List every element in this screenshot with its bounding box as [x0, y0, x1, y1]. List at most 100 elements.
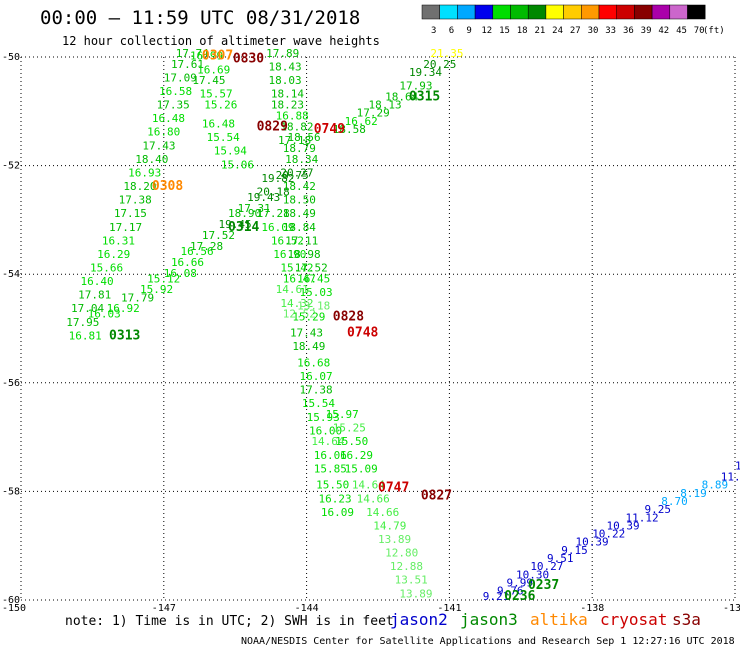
swh-value: 17.04 [71, 302, 104, 315]
legend-level-label: 39 [641, 26, 652, 36]
swh-value: 14.61 [276, 283, 309, 296]
swh-value: 16.90 [273, 248, 306, 261]
swh-value: 16.23 [319, 492, 352, 505]
swh-value: 17.38 [119, 194, 152, 207]
legend-level-label: 21 [534, 26, 545, 36]
swh-value: 18.56 [288, 131, 321, 144]
time-label: 0307 [202, 49, 233, 64]
legend-swatch [687, 4, 706, 20]
swh-value: 17.89 [266, 47, 299, 60]
swh-value: 16.47 [283, 272, 316, 285]
swh-value: 16.69 [197, 63, 230, 76]
swh-value: 17.31 [238, 202, 271, 215]
legend-level-label: 27 [570, 26, 581, 36]
swh-value: 11 [735, 460, 740, 473]
swh-value: 18.79 [283, 142, 316, 155]
swh-value: 15.97 [326, 408, 359, 421]
swh-value: 17.28 [257, 207, 290, 220]
swh-value: 16.56 [180, 245, 213, 258]
swh-value: 18.43 [269, 61, 302, 74]
swh-value: 17.38 [299, 384, 332, 397]
swh-value: 15.42 [280, 261, 313, 274]
time-label: 0315 [409, 89, 440, 104]
swh-value: 14.66 [357, 492, 390, 505]
swh-value: 15.94 [214, 145, 247, 158]
swh-value: 16.92 [107, 302, 140, 315]
time-label: 0313 [109, 328, 140, 343]
color-legend: 3 6 9 12 15 18 21 24 27 30 33 36 39 42 45 70(ft) [421, 4, 725, 36]
legend-swatch [457, 4, 476, 20]
swh-value: 16.48 [202, 118, 235, 131]
swh-value: 16.08 [164, 267, 197, 280]
legend-unit: (ft) [703, 26, 725, 36]
swh-value: 16.93 [128, 166, 161, 179]
grid [20, 56, 736, 601]
swh-value: 16.09 [261, 221, 294, 234]
swh-value: 9.25 [645, 503, 672, 516]
swh-value: 8.19 [680, 487, 707, 500]
swh-value: 16.03 [88, 308, 121, 321]
satellite-name: cryosat [600, 610, 667, 629]
legend-swatch [563, 4, 582, 20]
swh-value: 13.51 [395, 574, 428, 587]
y-tick-label: -52 [2, 161, 20, 172]
satellite-name: altika [530, 610, 588, 629]
swh-value: 18.34 [285, 153, 318, 166]
swh-value: 11.12 [626, 511, 659, 524]
swh-value: 15.29 [292, 310, 325, 323]
swh-value: 17.15 [114, 207, 147, 220]
swh-value: 10.22 [592, 528, 625, 541]
legend-level-label: 24 [552, 26, 563, 36]
swh-value: 13.18 [297, 299, 330, 312]
legend-swatch [510, 4, 529, 20]
x-tick-label: -138 [580, 603, 604, 614]
legend-swatch [545, 4, 564, 20]
time-label: 0829 [257, 119, 288, 134]
swh-value: 10.30 [516, 568, 549, 581]
swh-value: 17.28 [190, 240, 223, 253]
legend-swatch [474, 4, 494, 20]
swh-value: 21.35 [430, 47, 463, 60]
legend-level-label: 15 [499, 26, 510, 36]
time-label: 0828 [333, 309, 364, 324]
swh-value: 16.48 [152, 112, 185, 125]
swh-value: 15.85 [314, 462, 347, 475]
time-label: 0830 [233, 51, 264, 66]
legend-level-label: 45 [676, 26, 687, 36]
swh-value: 18.98 [288, 248, 321, 261]
legend-level-label: 33 [605, 26, 616, 36]
swh-value: 20.18 [257, 185, 290, 198]
legend-swatch [634, 4, 653, 20]
time-label: 0827 [421, 489, 452, 504]
time-label: 0314 [228, 220, 259, 235]
swh-value: 16.99 [190, 50, 223, 63]
swh-value: 9.99 [507, 576, 534, 589]
swh-value: 16.66 [171, 256, 204, 269]
swh-value: 10.39 [576, 536, 609, 549]
swh-value: 18.50 [283, 194, 316, 207]
legend-level-label: 18 [517, 26, 528, 36]
swh-value: 16.00 [309, 424, 342, 437]
legend-swatch [421, 4, 440, 20]
satellite-name: s3a [672, 610, 701, 629]
swh-value: 17.18 [278, 134, 311, 147]
swh-value: 18.64 [385, 90, 418, 103]
swh-value: 17.43 [290, 327, 323, 340]
swh-value: 16.07 [299, 370, 332, 383]
swh-value: 16.29 [97, 248, 130, 261]
swh-value: 18.90 [228, 207, 261, 220]
swh-value: 12.88 [390, 560, 423, 573]
swh-value: 16.29 [340, 449, 373, 462]
x-tick-label: -144 [295, 603, 319, 614]
swh-value: 16.40 [81, 275, 114, 288]
swh-value: 16.45 [297, 272, 330, 285]
legend-swatch [581, 4, 600, 20]
swh-value: 17.74 [176, 47, 209, 60]
swh-value: 17.45 [192, 74, 225, 87]
swh-value: 17.52 [202, 229, 235, 242]
swh-value: 17.17 [109, 221, 142, 234]
swh-value: 17.61 [171, 58, 204, 71]
legend-level-label: 3 [431, 26, 436, 36]
legend-level-label: 12 [481, 26, 492, 36]
